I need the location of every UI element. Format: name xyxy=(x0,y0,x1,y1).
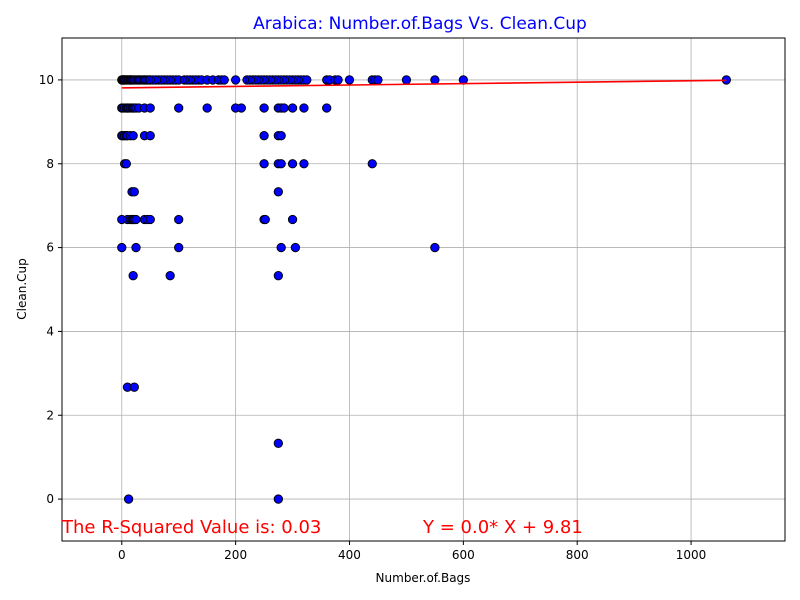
x-tick-label: 800 xyxy=(566,548,589,562)
data-point xyxy=(219,75,229,85)
data-point xyxy=(128,271,138,281)
data-point xyxy=(344,75,355,85)
plot-frame xyxy=(61,37,786,542)
data-point xyxy=(273,187,283,197)
data-point xyxy=(276,131,286,141)
data-point xyxy=(299,159,309,169)
y-tick-label: 0 xyxy=(46,492,54,506)
chart-title: Arabica: Number.of.Bags Vs. Clean.Cup xyxy=(253,14,587,34)
data-point xyxy=(401,75,412,85)
data-point xyxy=(131,242,141,253)
data-point xyxy=(128,131,138,141)
x-tick-label: 200 xyxy=(224,548,247,562)
data-point xyxy=(230,75,241,85)
data-point xyxy=(259,131,269,141)
data-point xyxy=(287,214,298,225)
data-point xyxy=(287,103,298,113)
data-point xyxy=(145,131,155,141)
data-point xyxy=(430,242,440,253)
y-tick-label: 8 xyxy=(46,157,54,171)
x-tick-label: 600 xyxy=(452,548,475,562)
data-point xyxy=(367,159,377,169)
x-tick-label: 400 xyxy=(338,548,361,562)
data-point xyxy=(259,103,269,113)
x-tick-label: 1000 xyxy=(676,548,707,562)
data-point xyxy=(202,103,212,113)
x-axis-label: Number.of.Bags xyxy=(376,571,471,585)
y-axis-ticks: 0 2 4 6 8 10 xyxy=(39,73,62,506)
data-point xyxy=(174,214,184,225)
data-point xyxy=(273,271,283,281)
data-point xyxy=(145,214,155,225)
data-point xyxy=(117,242,127,253)
data-point xyxy=(174,242,184,253)
data-point xyxy=(302,75,312,85)
regression-equation-annotation: Y = 0.0* X + 9.81 xyxy=(422,517,583,538)
y-tick-label: 2 xyxy=(46,408,54,422)
data-point xyxy=(259,159,269,169)
data-point xyxy=(129,187,139,197)
x-tick-label: 0 xyxy=(118,548,126,562)
data-point xyxy=(287,159,298,169)
data-point xyxy=(174,103,184,113)
regression-line xyxy=(121,79,727,89)
x-axis-ticks: 0 200 400 600 800 1000 xyxy=(118,541,706,562)
data-point xyxy=(121,159,131,169)
data-point xyxy=(131,214,141,225)
data-point xyxy=(165,271,175,281)
y-tick-label: 6 xyxy=(46,241,54,255)
data-points xyxy=(117,75,732,504)
data-point xyxy=(276,159,286,169)
y-tick-label: 4 xyxy=(46,324,54,338)
data-point xyxy=(236,103,246,113)
y-tick-label: 10 xyxy=(39,73,54,87)
data-point xyxy=(276,242,286,253)
data-point xyxy=(129,382,139,392)
data-point xyxy=(373,75,383,85)
data-point xyxy=(279,103,289,113)
data-point xyxy=(260,214,270,225)
data-point xyxy=(290,242,301,253)
r-squared-annotation: The R-Squared Value is: 0.03 xyxy=(61,517,321,538)
data-point xyxy=(273,494,283,504)
data-point xyxy=(333,75,343,85)
data-point xyxy=(322,103,332,113)
data-point xyxy=(430,75,440,85)
data-point xyxy=(123,494,134,504)
data-point xyxy=(145,103,155,113)
data-point xyxy=(299,103,309,113)
data-point xyxy=(273,438,283,448)
y-axis-label: Clean.Cup xyxy=(15,258,29,319)
